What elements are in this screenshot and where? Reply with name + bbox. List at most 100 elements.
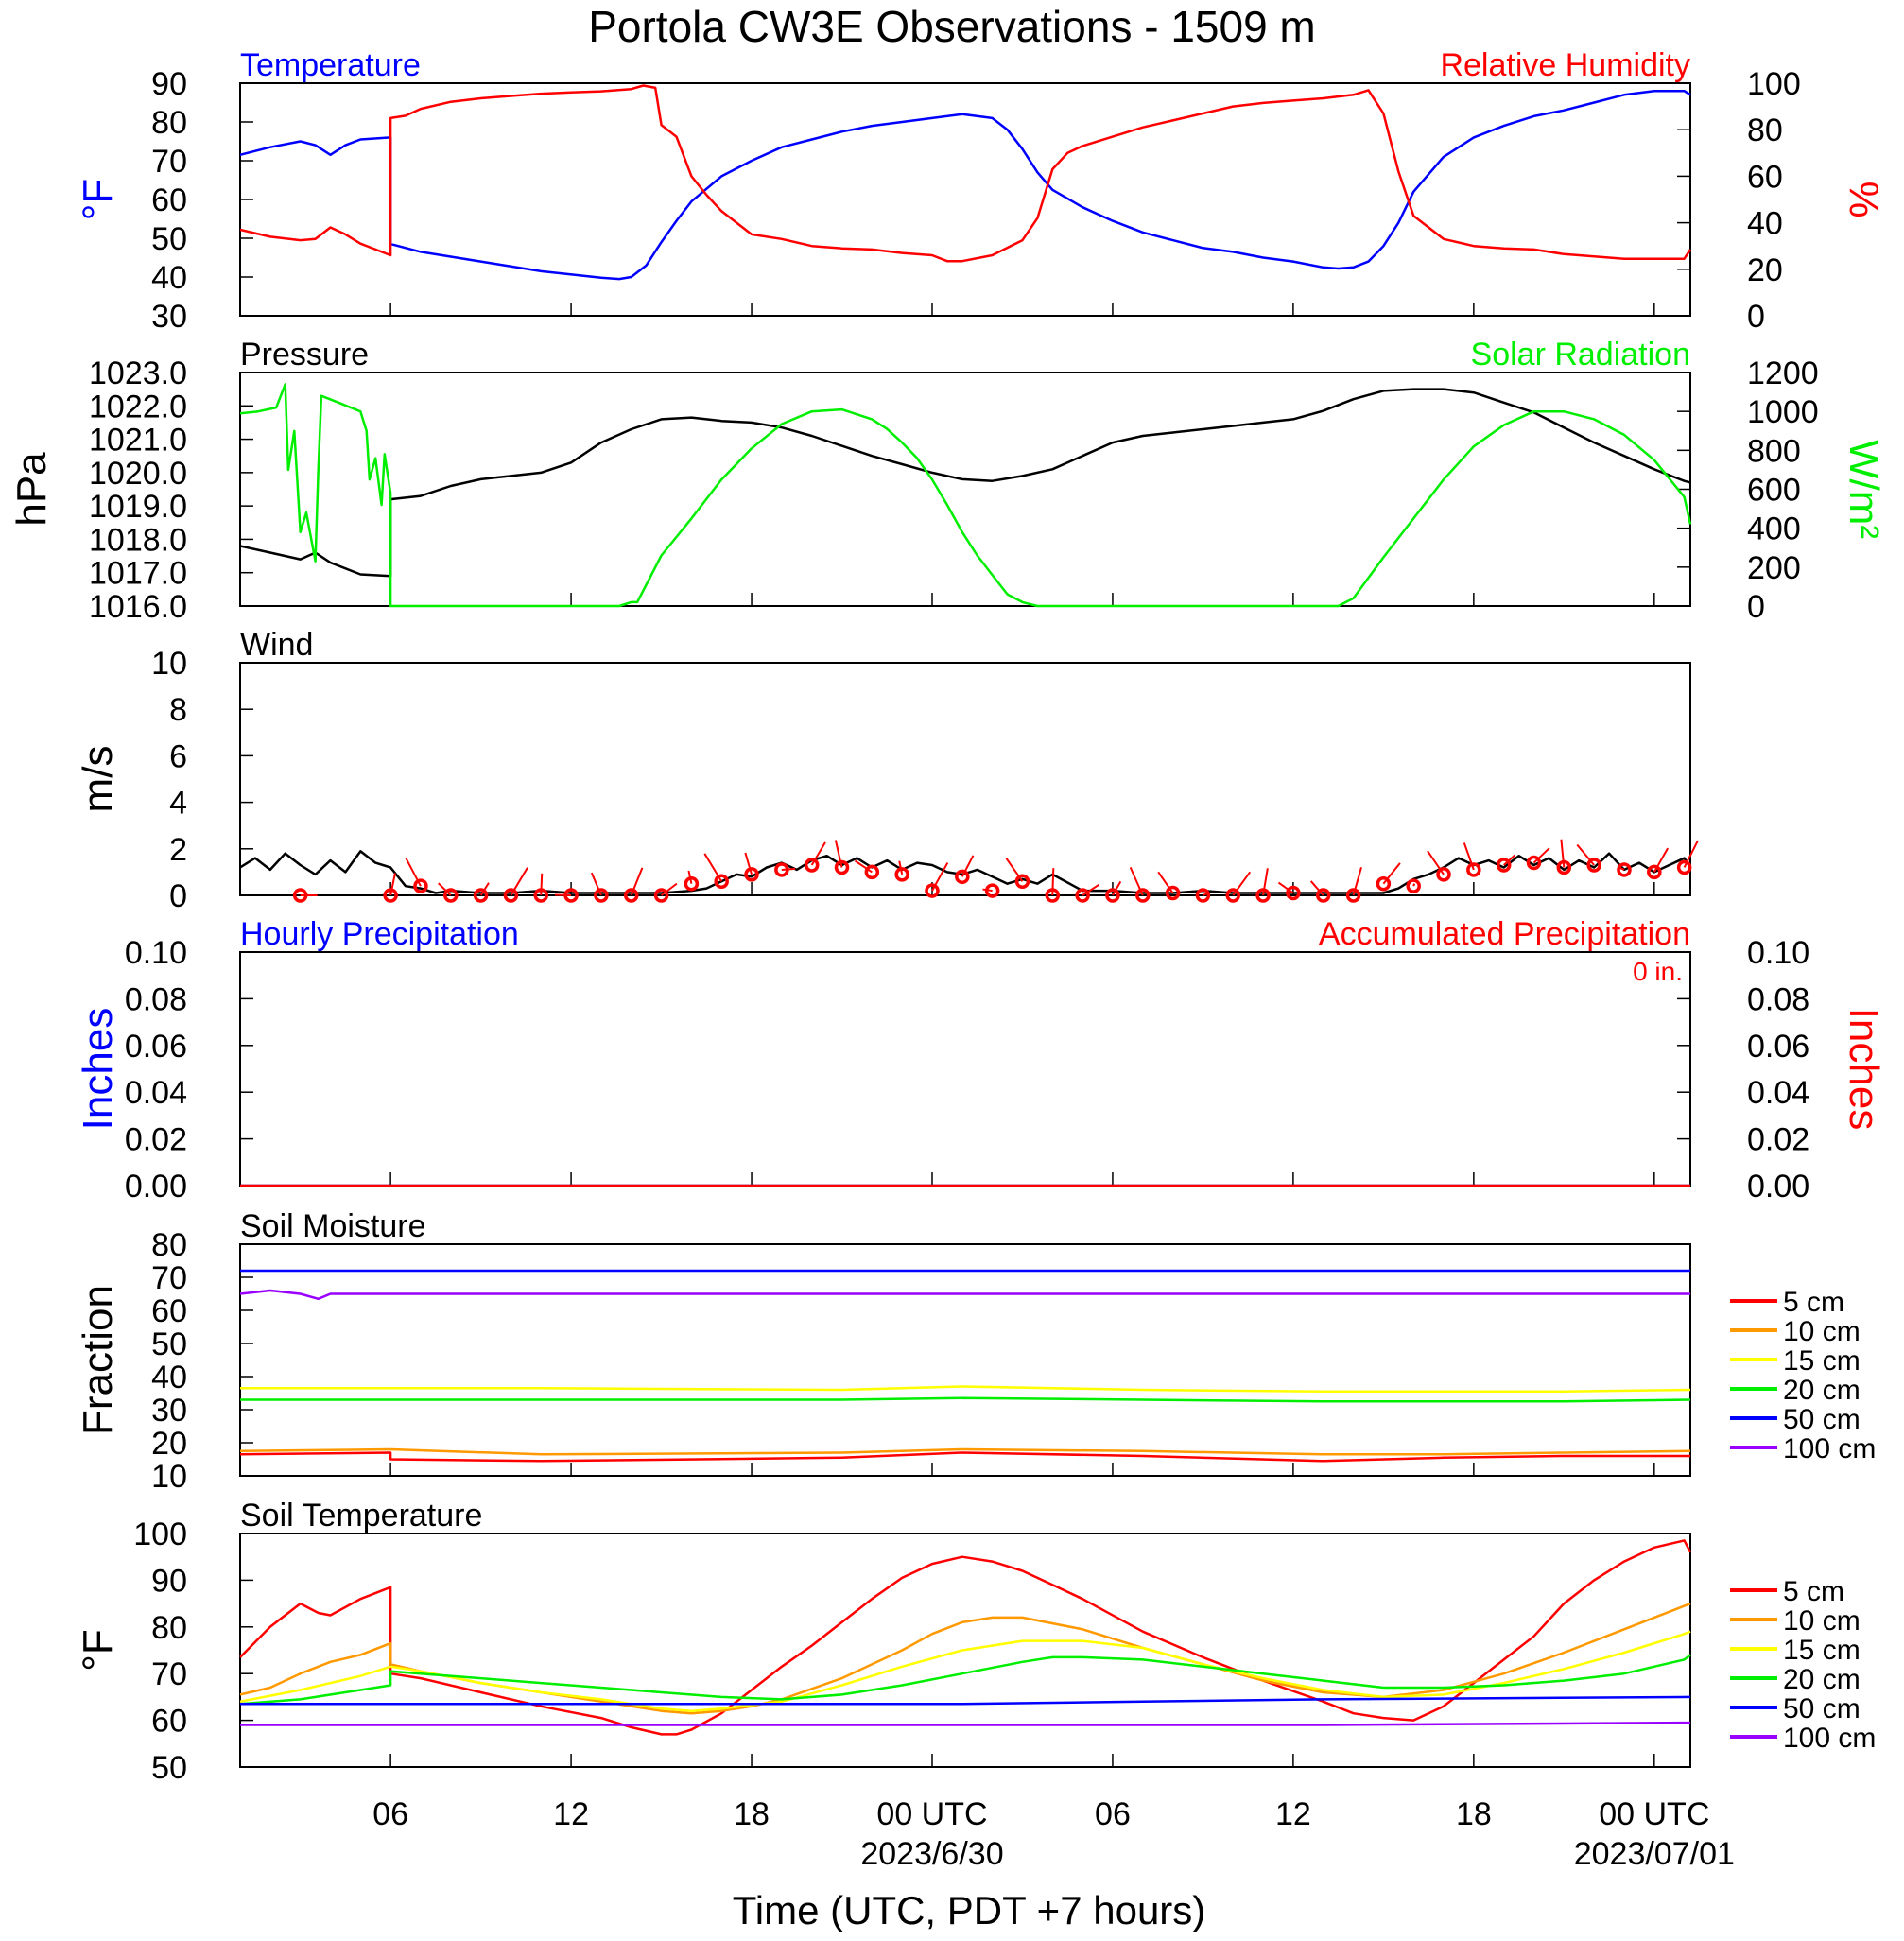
wind-barb-calm-circle: [774, 862, 789, 877]
y-axis-label-right: W/m²: [1841, 440, 1887, 539]
temp_rh-ytick-label: 70: [151, 144, 187, 180]
wind-barb-calm-circle: [1556, 859, 1572, 875]
temp_rh-ytick-label: 80: [151, 105, 187, 141]
legend-label: 100 cm: [1783, 1433, 1876, 1464]
panel-title-left: Hourly Precipitation: [240, 916, 519, 952]
plot-frame: [239, 951, 1691, 1187]
wind-barb-calm-circle: [473, 888, 489, 903]
wind-barb-calm-circle: [1255, 888, 1271, 903]
wind-barb-calm-circle: [684, 875, 700, 892]
temp_rh-ytick-label: 30: [151, 299, 187, 335]
wind-barb: [1382, 862, 1401, 885]
wind-barb-calm-circle: [864, 864, 880, 880]
precip-ytick-label-right: 0.08: [1747, 981, 1809, 1017]
precip-ytick-label: 0.04: [125, 1075, 187, 1111]
wind-barb-calm-circle: [834, 859, 850, 875]
wind-barb-calm-circle: [1045, 888, 1061, 903]
y-axis-label-right: %: [1841, 181, 1887, 217]
y-axis-label-left: m/s: [75, 746, 121, 813]
plot-frame: [239, 1533, 1691, 1768]
precip-ytick-label-right: 0.02: [1747, 1122, 1809, 1158]
panel-title-right: Solar Radiation: [1471, 337, 1690, 373]
legend-label: 10 cm: [1783, 1316, 1861, 1347]
pressure_solar-ytick-label: 1020.0: [89, 456, 187, 492]
series-line-temperature: [239, 89, 1691, 281]
series-line-5-cm: [239, 1451, 1690, 1463]
temp_rh-ytick-label-right: 60: [1747, 159, 1783, 195]
wind-barb-calm-circle: [292, 888, 308, 903]
wind-ytick-label: 4: [169, 786, 187, 822]
soil_moisture-ytick-label: 10: [151, 1459, 187, 1495]
precip-ytick-label-right: 0.10: [1747, 935, 1809, 971]
soil_moisture-ytick-label: 30: [151, 1393, 187, 1429]
wind-barb: [660, 882, 678, 896]
wind-barb: [1082, 883, 1100, 896]
wind-barb-calm-circle: [1315, 888, 1331, 903]
x-tick-label: 06: [372, 1796, 408, 1832]
series-line-relative-humidity: [239, 84, 1692, 263]
plot-frame: [239, 1243, 1691, 1477]
wind-barb-calm-circle: [1496, 858, 1512, 873]
panel-title-left: Wind: [240, 627, 313, 663]
plot-frame: [239, 662, 1691, 896]
x-tick-label: 12: [553, 1796, 589, 1832]
x-tick-label: 12: [1275, 1796, 1311, 1832]
series-line-pressure: [239, 388, 1691, 578]
precip-ytick-label: 0.10: [125, 935, 187, 971]
wind-barb-calm-circle: [925, 883, 940, 898]
x-tick-label: 18: [1456, 1796, 1492, 1832]
temp_rh-ytick-label-right: 80: [1747, 113, 1783, 148]
wind-barb-calm-circle: [1014, 874, 1030, 889]
wind-barb: [1277, 881, 1294, 894]
wind-ytick-label: 2: [169, 832, 187, 868]
temp_rh-ytick-label-right: 100: [1747, 66, 1801, 102]
pressure_solar-ytick-label: 1022.0: [89, 389, 187, 425]
series-line-5-cm: [239, 1539, 1692, 1736]
precip-ytick-label: 0.02: [125, 1122, 187, 1158]
soil_moisture-ytick-label: 20: [151, 1426, 187, 1462]
wind-barb-calm-circle: [1286, 885, 1301, 901]
wind-barb: [1157, 871, 1174, 894]
precip-total-annotation: 0 in.: [1633, 957, 1683, 986]
wind-barb-calm-circle: [1225, 888, 1240, 903]
legend-label: 100 cm: [1783, 1723, 1876, 1754]
wind-barb-calm-circle: [955, 869, 970, 885]
x-tick-label: 00 UTC: [876, 1796, 987, 1832]
legend-label: 5 cm: [1783, 1576, 1844, 1607]
pressure_solar-ytick-label-right: 800: [1747, 433, 1801, 469]
series-line-100-cm: [239, 1289, 1690, 1301]
wind-barb-calm-circle: [894, 867, 909, 882]
y-axis-label-right: Inches: [1841, 1008, 1887, 1131]
legend-label: 5 cm: [1783, 1287, 1844, 1318]
wind-barb: [389, 873, 396, 896]
panel-temp_rh: Temperature Relative Humidity°F %304050607…: [75, 47, 1887, 335]
wind-barb-calm-circle: [413, 878, 428, 893]
wind-barb-calm-circle: [1075, 888, 1090, 903]
legend-label: 15 cm: [1783, 1635, 1861, 1666]
pressure_solar-ytick-label: 1023.0: [89, 355, 187, 391]
legend-label: 10 cm: [1783, 1605, 1861, 1637]
x-date-label: 2023/07/01: [1574, 1836, 1735, 1872]
plot-frame: [239, 372, 1691, 607]
x-date-label: 2023/6/30: [860, 1836, 1003, 1872]
soil_temp-ytick-label: 60: [151, 1704, 187, 1740]
wind-barb-calm-circle: [744, 867, 759, 882]
wind-barb: [479, 882, 490, 896]
panel-wind: Wind m/s 0 2 4 6 8 10: [75, 627, 1699, 914]
wind-barb-calm-circle: [383, 888, 398, 903]
wind-barb-calm-circle: [1436, 867, 1451, 882]
wind-barb-calm-circle: [1647, 864, 1662, 880]
panel-title-right: Relative Humidity: [1440, 47, 1690, 83]
wind-ytick-label: 10: [151, 646, 187, 682]
legend-label: 50 cm: [1783, 1693, 1861, 1724]
wind-ytick-label: 0: [169, 878, 187, 914]
pressure_solar-ytick-label: 1017.0: [89, 556, 187, 592]
legend-label: 20 cm: [1783, 1375, 1861, 1406]
pressure_solar-ytick-label: 1021.0: [89, 423, 187, 459]
temp_rh-ytick-label: 60: [151, 182, 187, 218]
soil_temp-ytick-label: 70: [151, 1656, 187, 1692]
wind-barb-calm-circle: [503, 888, 519, 903]
